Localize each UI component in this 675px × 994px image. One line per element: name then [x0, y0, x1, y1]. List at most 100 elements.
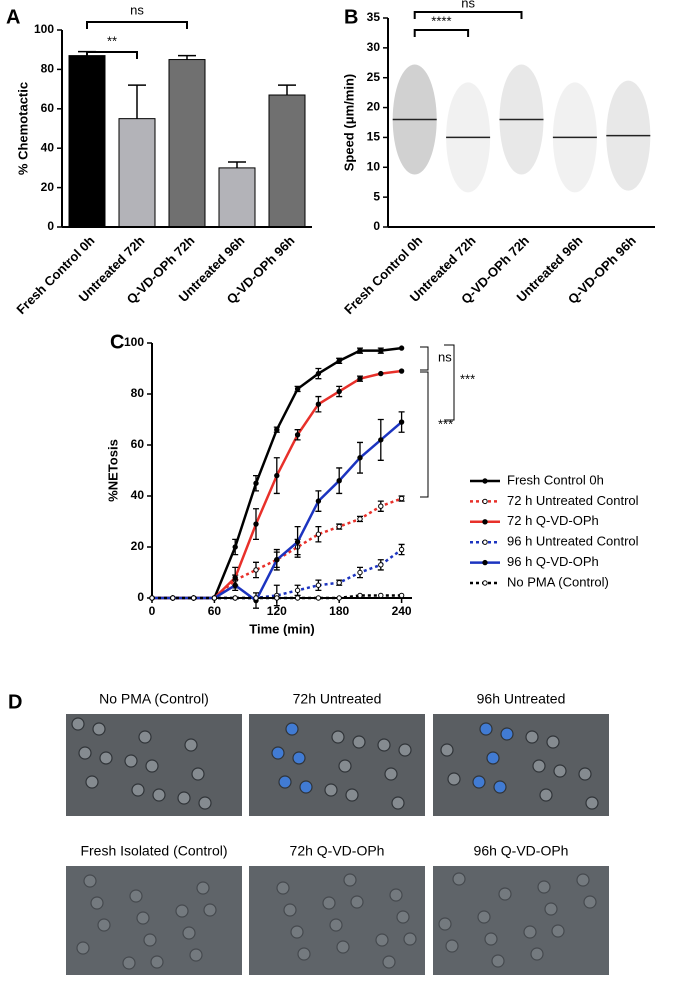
cell — [546, 735, 560, 749]
legend-marker — [482, 519, 488, 525]
y-tick-label: 30 — [367, 40, 381, 54]
cell — [283, 903, 297, 917]
cell — [539, 788, 553, 802]
bar — [68, 55, 106, 228]
cell — [343, 873, 357, 887]
cell — [278, 775, 292, 789]
cell — [389, 888, 403, 902]
marker — [232, 595, 238, 601]
error-bar — [128, 84, 146, 119]
y-tick-label: 25 — [367, 70, 381, 84]
image-title: 72h Q-VD-OPh — [290, 843, 385, 859]
marker — [398, 419, 405, 425]
error-bar — [278, 84, 296, 96]
y-tick-label: 5 — [373, 189, 380, 203]
cell — [532, 759, 546, 773]
x-tick-label: 0 — [149, 604, 156, 618]
y-axis-title: %NETosis — [105, 439, 120, 502]
y-axis-title: % Chemotactic — [15, 82, 30, 175]
marker — [294, 539, 301, 545]
micrograph — [433, 714, 609, 816]
significance-bracket — [86, 21, 188, 29]
series-line — [152, 421, 403, 603]
cell — [479, 722, 493, 736]
cell — [585, 796, 599, 810]
marker — [274, 595, 280, 601]
y-tick-label: 80 — [131, 386, 145, 400]
cell — [403, 932, 417, 946]
marker — [232, 544, 238, 550]
significance-label: *** — [438, 416, 453, 431]
marker — [336, 478, 342, 484]
cell — [493, 780, 507, 794]
series-line — [152, 497, 403, 600]
cell — [583, 895, 597, 909]
cell — [438, 917, 452, 931]
cell — [290, 925, 304, 939]
marker — [336, 595, 342, 601]
marker — [315, 531, 322, 537]
significance-label: ns — [130, 2, 144, 17]
marker — [378, 562, 384, 568]
marker — [357, 376, 363, 382]
marker — [336, 358, 342, 364]
significance-bracket — [413, 29, 470, 37]
cell — [329, 918, 343, 932]
cell — [345, 788, 359, 802]
marker — [398, 546, 405, 553]
cell — [143, 933, 157, 947]
cell — [152, 788, 166, 802]
image-title: No PMA (Control) — [99, 691, 209, 707]
cell — [398, 743, 412, 757]
cell — [578, 767, 592, 781]
cell — [544, 902, 558, 916]
marker — [336, 580, 342, 586]
significance-label: **** — [431, 13, 451, 28]
cell — [175, 904, 189, 918]
cell — [99, 751, 113, 765]
marker — [232, 574, 238, 581]
cell — [336, 940, 350, 954]
cell — [477, 910, 491, 924]
marker — [294, 432, 301, 438]
panel-label: B — [344, 6, 358, 28]
y-tick-label: 40 — [131, 488, 145, 502]
marker — [336, 523, 342, 530]
marker — [315, 582, 322, 588]
image-title: 72h Untreated — [293, 691, 382, 707]
y-tick-label: 60 — [41, 101, 55, 115]
significance-bracket — [444, 344, 455, 421]
cell — [322, 896, 336, 910]
cell — [131, 783, 145, 797]
marker — [211, 595, 218, 601]
y-tick-label: 0 — [137, 590, 144, 604]
bar — [218, 167, 256, 228]
marker — [357, 592, 363, 599]
marker — [378, 592, 384, 599]
significance-label: ns — [461, 0, 475, 10]
cell — [472, 775, 486, 789]
cell — [498, 887, 512, 901]
marker — [398, 592, 405, 599]
marker — [253, 521, 259, 527]
marker — [378, 437, 384, 443]
cell — [491, 954, 505, 968]
y-tick-label: 15 — [367, 130, 381, 144]
x-tick-label: 180 — [329, 604, 349, 618]
error-bar — [228, 161, 246, 168]
marker — [294, 595, 301, 601]
significance-label: ns — [438, 349, 452, 364]
marker — [253, 480, 259, 486]
legend-marker — [482, 580, 488, 586]
cell — [445, 939, 459, 953]
cell — [90, 896, 104, 910]
marker — [315, 401, 322, 407]
cell — [384, 767, 398, 781]
cell — [145, 759, 159, 773]
marker — [253, 567, 259, 573]
marker — [315, 370, 322, 377]
cell — [71, 717, 85, 731]
significance-label: *** — [460, 371, 475, 386]
cell — [76, 941, 90, 955]
legend-marker — [482, 559, 488, 566]
